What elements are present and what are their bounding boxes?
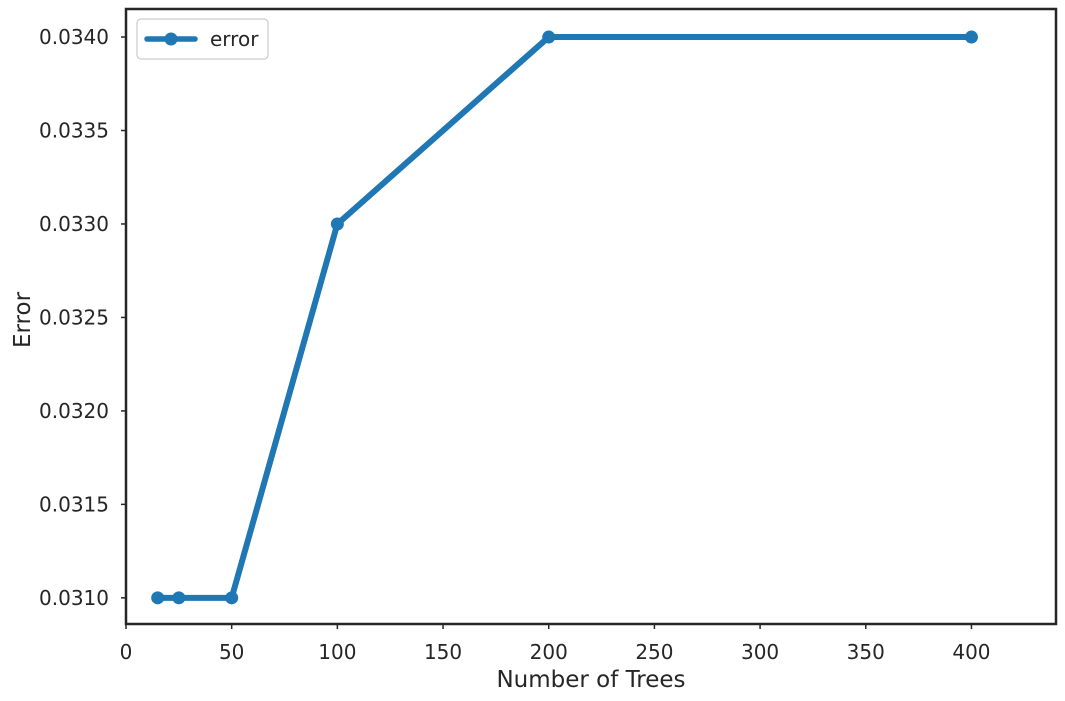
data-point bbox=[172, 591, 186, 605]
y-tick-label: 0.0320 bbox=[39, 399, 109, 423]
series-layer bbox=[151, 30, 978, 605]
legend-label: error bbox=[210, 27, 259, 51]
y-tick-label: 0.0335 bbox=[39, 119, 109, 143]
x-tick-label: 200 bbox=[530, 640, 568, 664]
legend-marker bbox=[164, 32, 178, 46]
x-tick-label: 250 bbox=[635, 640, 673, 664]
x-tick-label: 100 bbox=[318, 640, 356, 664]
legend-box bbox=[136, 18, 269, 60]
x-tick-label: 0 bbox=[120, 640, 133, 664]
y-tick-label: 0.0310 bbox=[39, 586, 109, 610]
x-tick-label: 350 bbox=[847, 640, 885, 664]
y-axis-label: Error bbox=[10, 291, 36, 348]
x-tick-label: 50 bbox=[219, 640, 244, 664]
data-point bbox=[330, 217, 344, 231]
y-tick-label: 0.0330 bbox=[39, 212, 109, 236]
legend: error bbox=[136, 18, 269, 60]
plot-frame bbox=[124, 7, 1058, 626]
y-tick-label: 0.0325 bbox=[39, 305, 109, 329]
x-tick-label: 150 bbox=[424, 640, 462, 664]
data-point bbox=[542, 30, 556, 44]
data-point bbox=[964, 30, 978, 44]
data-point bbox=[225, 591, 239, 605]
y-axis-ticks: 0.0310 0.0315 0.0320 0.0325 0.0330 0.0335 0.03… bbox=[39, 25, 126, 610]
data-point bbox=[151, 591, 165, 605]
x-axis-label: Number of Trees bbox=[496, 667, 685, 693]
y-tick-label: 0.0340 bbox=[39, 25, 109, 49]
x-axis-ticks: 0 50 100 150 200 250 300 350 400 bbox=[120, 624, 991, 664]
x-tick-label: 400 bbox=[952, 640, 990, 664]
y-tick-label: 0.0315 bbox=[39, 492, 109, 516]
x-tick-label: 300 bbox=[741, 640, 779, 664]
plot-background bbox=[126, 9, 1056, 624]
